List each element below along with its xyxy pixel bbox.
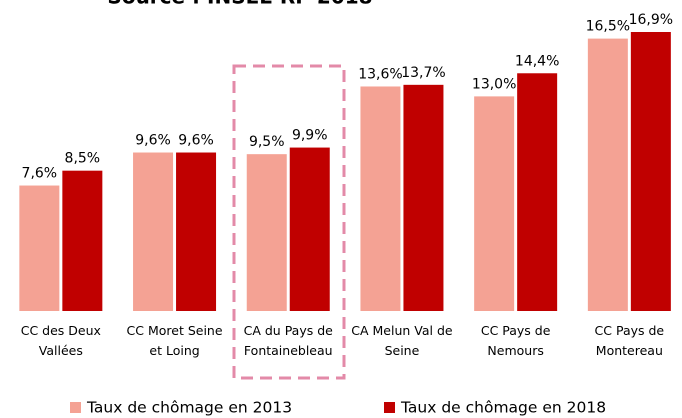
value-label: 14,4% bbox=[515, 53, 559, 69]
legend-swatch bbox=[70, 402, 81, 413]
bar bbox=[474, 96, 515, 311]
value-label: 9,5% bbox=[249, 134, 285, 150]
value-label: 16,9% bbox=[629, 12, 673, 28]
x-tick-label: CC Pays de Nemours bbox=[480, 323, 551, 358]
legend-swatch bbox=[384, 402, 395, 413]
value-label: 13,0% bbox=[472, 76, 516, 92]
bar bbox=[289, 147, 330, 311]
value-label: 9,6% bbox=[178, 133, 214, 149]
bar bbox=[403, 84, 444, 311]
legend-label: Taux de chômage en 2018 bbox=[400, 399, 606, 417]
bar bbox=[62, 170, 103, 311]
x-tick-label: CC Moret Seine et Loing bbox=[126, 323, 223, 358]
legend-label: Taux de chômage en 2013 bbox=[86, 399, 292, 417]
bar bbox=[517, 73, 558, 311]
value-label: 13,6% bbox=[358, 66, 402, 82]
x-tick-label: CA du Pays de Fontainebleau bbox=[243, 323, 333, 358]
highlight-box bbox=[232, 64, 346, 380]
value-label: 13,7% bbox=[401, 65, 445, 81]
value-label: 8,5% bbox=[65, 151, 101, 167]
value-label: 16,5% bbox=[586, 19, 630, 35]
x-tick-label: CA Melun Val de Seine bbox=[351, 323, 453, 358]
bar bbox=[19, 185, 60, 311]
value-label: 9,9% bbox=[292, 128, 328, 144]
value-label: 9,6% bbox=[135, 133, 171, 149]
bar bbox=[246, 154, 287, 311]
x-tick-label: CC des Deux Vallées bbox=[20, 323, 101, 358]
bar bbox=[360, 86, 401, 312]
bar bbox=[630, 32, 671, 311]
x-tick-label: CC Pays de Montereau bbox=[594, 323, 665, 358]
chart-title: Source : INSEE RP 2018 bbox=[107, 0, 372, 9]
bar bbox=[587, 38, 628, 312]
bar bbox=[176, 152, 217, 311]
bar bbox=[133, 152, 174, 311]
value-label: 7,6% bbox=[22, 166, 58, 182]
